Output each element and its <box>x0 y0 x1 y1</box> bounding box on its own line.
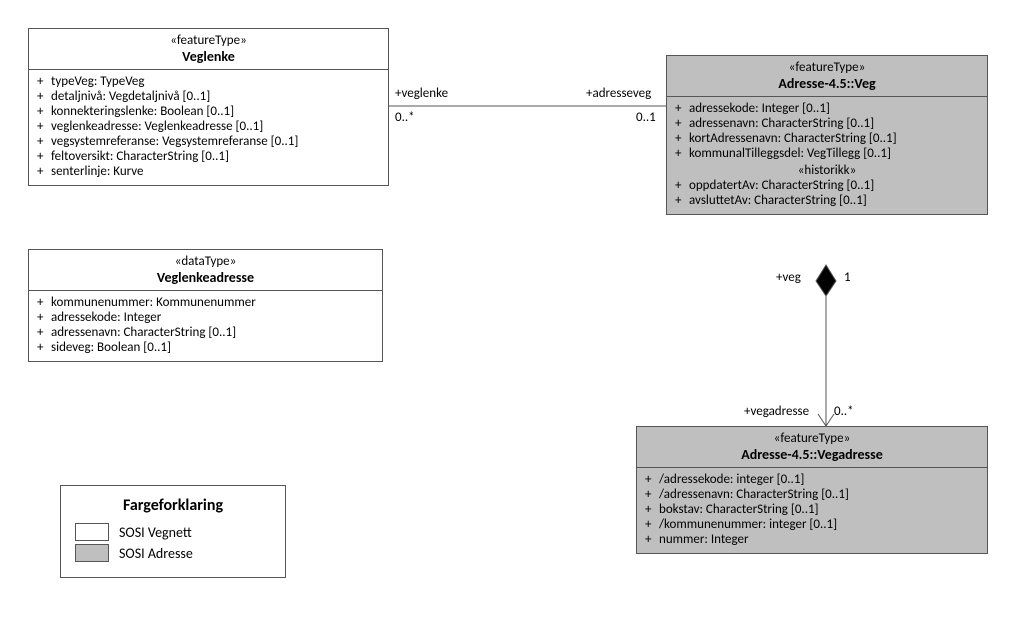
attr: vegsystemreferanse: Vegsystemreferanse [… <box>51 134 298 149</box>
attr: detaljnivå: Vegdetaljnivå [0..1] <box>51 89 210 104</box>
legend-title: Fargeforklaring <box>75 496 271 515</box>
stereotype: «featureType» <box>675 60 979 75</box>
attr: adressenavn: CharacterString [0..1] <box>689 116 874 131</box>
class-name: Adresse-4.5::Veg <box>675 75 979 92</box>
role-label: +veglenke <box>395 86 448 101</box>
navigable-arrow-icon <box>818 414 834 426</box>
class-veg: «featureType» Adresse-4.5::Veg +adressek… <box>666 55 988 215</box>
legend: Fargeforklaring SOSI Vegnett SOSI Adress… <box>60 485 286 578</box>
compartment-label: «historikk» <box>675 161 979 178</box>
stereotype: «featureType» <box>37 33 380 48</box>
class-name: Veglenke <box>37 48 380 65</box>
attr: konnekteringslenke: Boolean [0..1] <box>51 104 234 119</box>
class-header: «dataType» Veglenkeadresse <box>29 250 382 290</box>
class-name: Adresse-4.5::Vegadresse <box>645 446 979 463</box>
attr: adressekode: Integer [0..1] <box>689 101 830 116</box>
class-header: «featureType» Veglenke <box>29 29 388 69</box>
class-header: «featureType» Adresse-4.5::Veg <box>667 56 987 96</box>
class-veglenke: «featureType» Veglenke +typeVeg: TypeVeg… <box>28 28 389 186</box>
attr: avsluttetAv: CharacterString [0..1] <box>689 193 867 208</box>
attr: typeVeg: TypeVeg <box>51 74 145 89</box>
class-vegadresse: «featureType» Adresse-4.5::Vegadresse +/… <box>636 426 988 554</box>
attr: kommunenummer: Kommunenummer <box>51 295 256 310</box>
stereotype: «dataType» <box>37 254 374 269</box>
attr: veglenkeadresse: Veglenkeadresse [0..1] <box>51 119 263 134</box>
attributes: +/adressekode: integer [0..1] +/adressen… <box>637 468 987 553</box>
role-label: +vegadresse <box>744 404 809 419</box>
legend-item: SOSI Vegnett <box>75 523 271 541</box>
attr: /adressekode: integer [0..1] <box>659 472 804 487</box>
multiplicity-label: 1 <box>844 270 851 285</box>
multiplicity-label: 0..1 <box>636 110 656 125</box>
legend-swatch-white <box>75 523 109 541</box>
role-label: +adresseveg <box>586 86 651 101</box>
attr: /kommunenummer: integer [0..1] <box>659 517 837 532</box>
class-name: Veglenkeadresse <box>37 269 374 286</box>
attributes: +kommunenummer: Kommunenummer +adresseko… <box>29 291 382 361</box>
legend-label: SOSI Vegnett <box>119 524 192 541</box>
attr: adressenavn: CharacterString [0..1] <box>51 325 236 340</box>
attr: kommunalTilleggsdel: VegTillegg [0..1] <box>689 146 891 161</box>
multiplicity-label: 0..* <box>834 404 854 419</box>
legend-label: SOSI Adresse <box>119 545 193 562</box>
attr: bokstav: CharacterString [0..1] <box>659 502 819 517</box>
role-label: +veg <box>776 270 801 285</box>
composition-diamond-icon <box>816 265 836 296</box>
stereotype: «featureType» <box>645 431 979 446</box>
legend-item: SOSI Adresse <box>75 544 271 562</box>
class-veglenkeadresse: «dataType» Veglenkeadresse +kommunenumme… <box>28 249 383 362</box>
legend-swatch-grey <box>75 544 109 562</box>
multiplicity-label: 0..* <box>395 110 415 125</box>
attr: feltoversikt: CharacterString [0..1] <box>51 149 229 164</box>
attr: senterlinje: Kurve <box>51 164 144 179</box>
class-header: «featureType» Adresse-4.5::Vegadresse <box>637 427 987 467</box>
attr: sideveg: Boolean [0..1] <box>51 340 171 355</box>
attr: oppdatertAv: CharacterString [0..1] <box>689 178 874 193</box>
attributes: +typeVeg: TypeVeg +detaljnivå: Vegdetalj… <box>29 70 388 185</box>
attributes: +adressekode: Integer [0..1] +adressenav… <box>667 97 987 214</box>
attr: adressekode: Integer <box>51 310 161 325</box>
attr: kortAdressenavn: CharacterString [0..1] <box>689 131 897 146</box>
attr: /adressenavn: CharacterString [0..1] <box>659 487 849 502</box>
attr: nummer: Integer <box>659 532 749 547</box>
